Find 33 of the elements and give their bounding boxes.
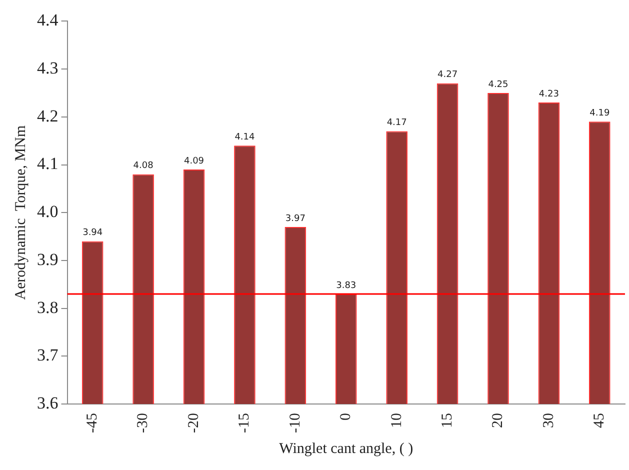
text: 4.3 <box>37 58 58 78</box>
text: 4.4 <box>37 10 58 30</box>
data-label: 3.94 <box>82 228 103 238</box>
x-tick-label: 15 <box>439 413 456 428</box>
x-tick-label: 45 <box>592 413 608 428</box>
text: 4.1 <box>37 154 58 174</box>
x-tick-label: -10 <box>287 413 304 434</box>
text: 3.8 <box>37 298 58 317</box>
data-label: 3.97 <box>285 214 306 224</box>
x-tick-label: -20 <box>186 413 202 434</box>
text: 3.7 <box>37 346 58 365</box>
y-axis-title: Aerodynamic Torque, MNm <box>12 125 29 300</box>
x-tick-label: -30 <box>135 413 152 434</box>
data-label: 4.23 <box>538 89 559 100</box>
x-tick-label: 20 <box>490 413 506 428</box>
text: 4.0 <box>37 202 58 222</box>
x-axis-title: Winglet cant angle, ( ) <box>279 440 414 457</box>
data-label: 4.14 <box>234 132 256 142</box>
data-label: 4.17 <box>386 118 407 128</box>
x-tick-label: 0 <box>338 413 354 421</box>
text: 3.6 <box>37 393 58 412</box>
x-tick-label: 10 <box>388 413 405 428</box>
data-label: 3.83 <box>336 280 356 291</box>
data-label: 4.27 <box>438 70 458 80</box>
data-label: 4.19 <box>590 108 610 119</box>
text: 3.9 <box>37 250 58 269</box>
data-label: 4.09 <box>184 156 204 166</box>
x-tick-label: -15 <box>236 413 253 434</box>
x-tick-label: -45 <box>84 413 101 434</box>
text: 4.2 <box>37 106 58 126</box>
data-label: 4.25 <box>488 80 508 90</box>
x-tick-label: 30 <box>540 413 557 428</box>
data-label: 4.08 <box>133 161 154 172</box>
